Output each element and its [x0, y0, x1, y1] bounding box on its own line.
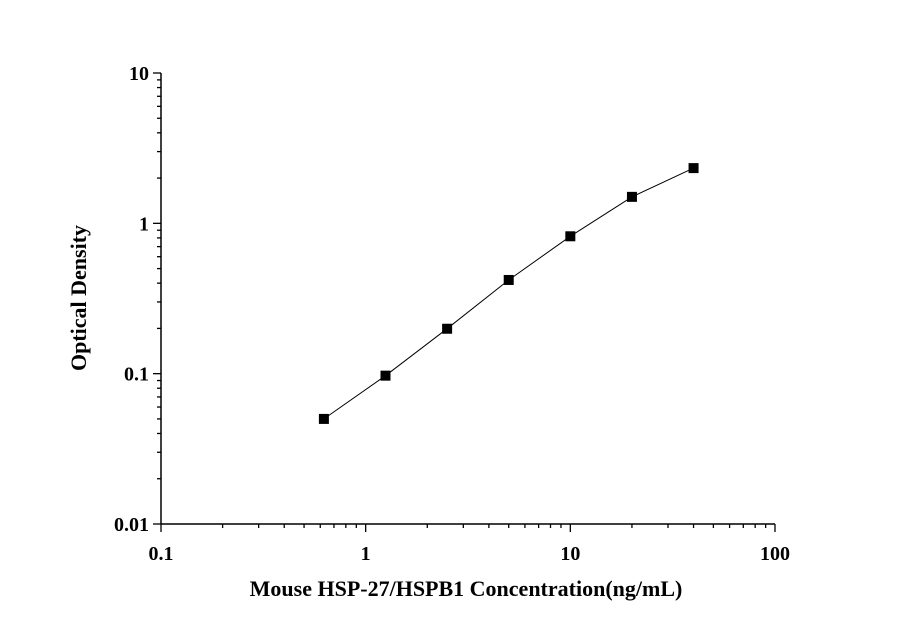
- plot-series: [318, 163, 699, 424]
- y-tick-label: 10: [129, 63, 149, 85]
- data-point-marker: [688, 163, 699, 174]
- x-tick-label: 10: [560, 543, 580, 565]
- y-tick-label: 1: [139, 213, 149, 235]
- y-ticks: 0.01 0.1 1 10: [114, 63, 161, 536]
- data-point-marker: [503, 274, 514, 285]
- y-tick-label: 0.01: [114, 514, 149, 536]
- x-tick-label: 1: [361, 543, 371, 565]
- series-line: [323, 167, 694, 420]
- y-axis-title: Optical Density: [66, 225, 91, 371]
- x-tick-label: 100: [760, 543, 790, 565]
- x-axis-title: Mouse HSP-27/HSPB1 Concentration(ng/mL): [250, 576, 683, 601]
- data-point-marker: [318, 413, 329, 424]
- data-point-marker: [380, 370, 391, 381]
- data-point-marker: [626, 191, 637, 202]
- x-ticks: 0.1 1 10 100: [149, 524, 790, 565]
- data-point-marker: [442, 323, 453, 334]
- axes: [160, 73, 775, 525]
- y-tick-label: 0.1: [124, 364, 149, 386]
- x-tick-label: 0.1: [149, 543, 174, 565]
- data-point-marker: [565, 231, 576, 242]
